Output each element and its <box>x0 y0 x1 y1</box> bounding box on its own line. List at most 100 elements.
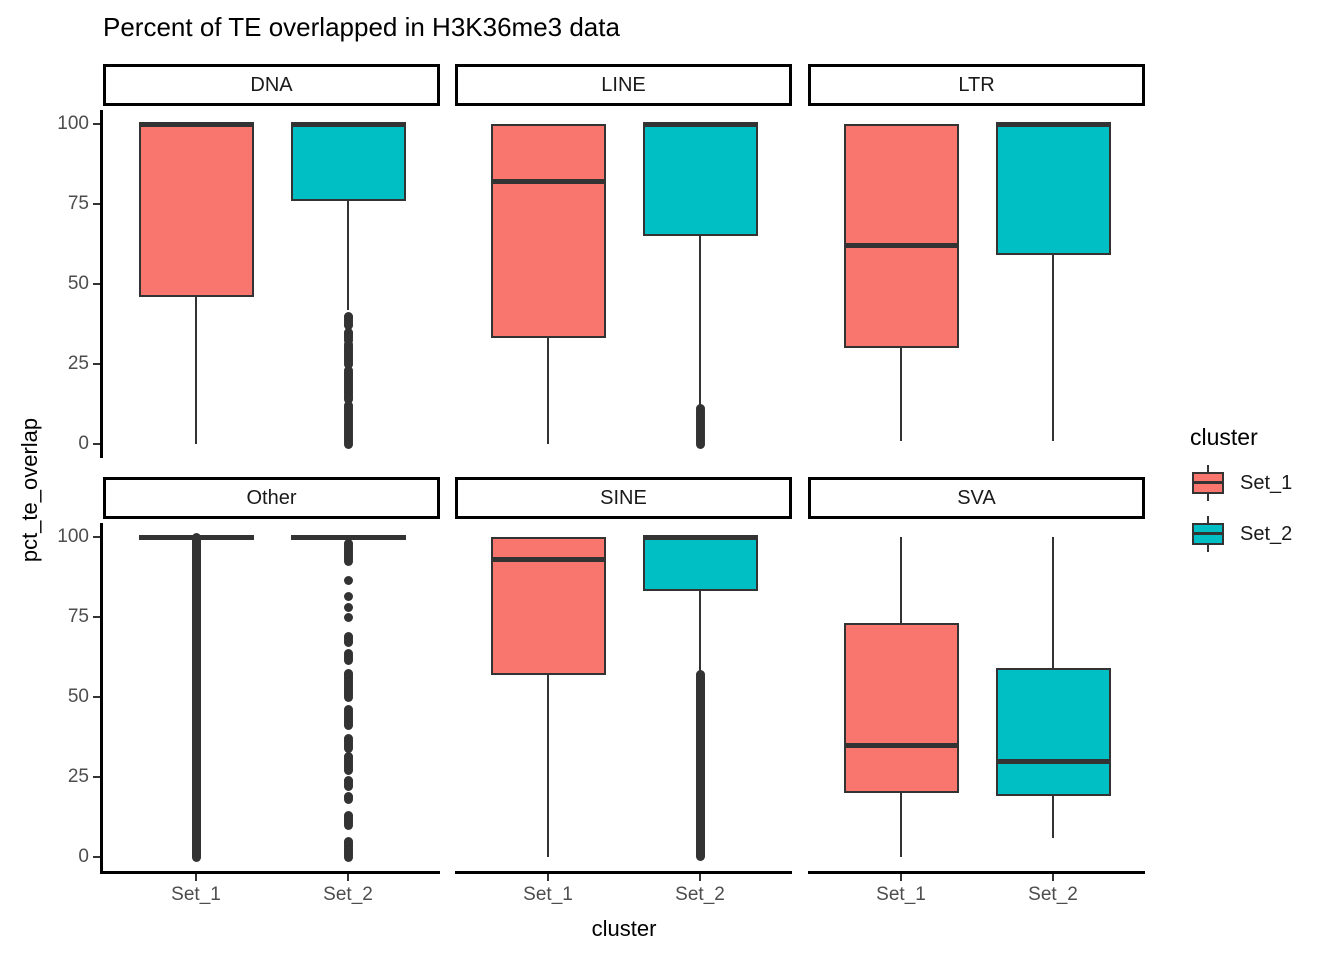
outlier-dot <box>343 439 353 449</box>
whisker-lower-set_2 <box>1052 255 1054 441</box>
y-tick-label: 100 <box>57 113 89 134</box>
y-tick <box>93 443 100 445</box>
outlier-dot <box>343 359 353 369</box>
whisker-lower-set_2 <box>699 591 701 672</box>
y-tick <box>93 616 100 618</box>
x-tick <box>699 874 701 881</box>
legend-title: cluster <box>1190 424 1258 450</box>
x-axis-line <box>808 871 1145 874</box>
whisker-lower-set_1 <box>900 348 902 441</box>
outlier-dot <box>695 439 705 449</box>
x-tick-label: Set_1 <box>523 884 573 905</box>
median-line-set_1 <box>490 556 606 562</box>
outlier-dot <box>343 638 353 648</box>
y-tick-label: 50 <box>67 273 89 294</box>
facet-label: LINE <box>601 73 646 96</box>
whisker-lower-set_2 <box>347 200 349 310</box>
median-line-set_2 <box>642 534 758 540</box>
y-tick <box>93 123 100 125</box>
box-set_2 <box>995 668 1111 797</box>
facet-strip-dna: DNA <box>103 64 440 106</box>
whisker-lower-set_2 <box>1052 796 1054 838</box>
whisker-lower-set_1 <box>195 296 197 444</box>
legend-label: Set_2 <box>1240 522 1293 545</box>
y-axis-line <box>100 110 103 458</box>
facet-label: Other <box>246 486 297 509</box>
outlier-dot <box>343 794 353 804</box>
median-line-set_1 <box>138 534 254 540</box>
whisker-upper-set_2 <box>1052 537 1054 669</box>
outlier-dot <box>343 852 353 862</box>
y-tick <box>93 363 100 365</box>
x-tick-label: Set_1 <box>876 884 926 905</box>
legend-entries: Set_1 Set_2 <box>1190 465 1344 552</box>
facet-label: LTR <box>958 73 995 96</box>
outlier-dot <box>343 602 353 612</box>
facet-panel-dna <box>103 110 440 458</box>
box-set_1 <box>138 124 254 297</box>
median-line-set_2 <box>995 758 1111 764</box>
x-tick-label: Set_2 <box>675 884 725 905</box>
facet-panel-sine <box>455 523 792 871</box>
x-axis-title: cluster <box>591 916 657 941</box>
x-axis-line <box>455 871 792 874</box>
facet-panel-other <box>103 523 440 871</box>
facet-panel-line <box>455 110 792 458</box>
box-set_2 <box>995 124 1111 256</box>
facet-strip-sine: SINE <box>455 477 792 519</box>
box-set_1 <box>843 623 959 793</box>
facet-strip-sva: SVA <box>808 477 1145 519</box>
x-tick <box>347 874 349 881</box>
y-tick <box>93 283 100 285</box>
facet-label: SVA <box>957 486 996 509</box>
outlier-dot <box>343 394 353 404</box>
median-line-set_2 <box>290 534 406 540</box>
outlier-dot <box>343 335 353 345</box>
outlier-dot <box>343 321 353 331</box>
median-line-set_2 <box>995 121 1111 127</box>
facet-label: DNA <box>250 73 293 96</box>
y-tick-label: 25 <box>67 353 89 374</box>
y-tick-label: 0 <box>78 846 89 867</box>
facet-strip-line: LINE <box>455 64 792 106</box>
box-set_2 <box>642 124 758 236</box>
y-tick <box>93 776 100 778</box>
chart-title: Percent of TE overlapped in H3K36me3 dat… <box>103 12 620 42</box>
median-line-set_1 <box>843 742 959 748</box>
outlier-dot <box>343 820 353 830</box>
x-tick <box>195 874 197 881</box>
outlier-dot <box>343 766 353 776</box>
median-line-set_1 <box>843 243 959 249</box>
x-tick-label: Set_2 <box>323 884 373 905</box>
outlier-dot <box>343 721 353 731</box>
y-tick-label: 75 <box>67 606 89 627</box>
outlier-dot <box>343 782 353 792</box>
whisker-lower-set_2 <box>699 236 701 409</box>
legend-label: Set_1 <box>1240 471 1293 494</box>
x-tick <box>900 874 902 881</box>
facet-panel-ltr <box>808 110 1145 458</box>
legend-key-median <box>1192 481 1224 484</box>
whisker-upper-set_1 <box>900 537 902 624</box>
legend-key-boxplot-glyph <box>1190 465 1226 501</box>
outlier-dot <box>343 655 353 665</box>
y-tick <box>93 536 100 538</box>
median-line-set_2 <box>290 121 406 127</box>
outlier-dot <box>343 612 353 622</box>
median-line-set_1 <box>490 179 606 185</box>
outlier-dot <box>343 575 353 585</box>
legend-entry-set_2: Set_2 <box>1190 516 1344 552</box>
outlier-dot <box>343 692 353 702</box>
median-line-set_1 <box>138 121 254 127</box>
facet-panel-sva <box>808 523 1145 871</box>
x-tick <box>1052 874 1054 881</box>
y-tick-label: 50 <box>67 686 89 707</box>
y-tick-label: 100 <box>57 526 89 547</box>
y-tick <box>93 203 100 205</box>
legend-entry-set_1: Set_1 <box>1190 465 1344 501</box>
box-set_1 <box>490 124 606 339</box>
x-tick <box>547 874 549 881</box>
y-axis-title: pct_te_overlap <box>17 417 42 563</box>
